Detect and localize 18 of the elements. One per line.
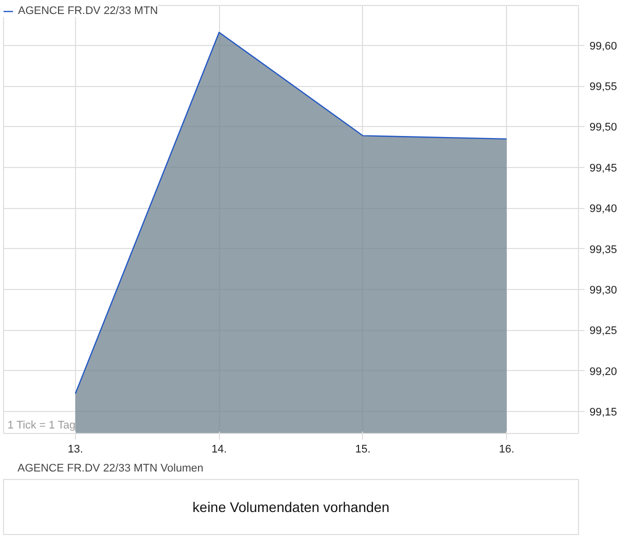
x-tick-label: 16. [498,444,514,456]
x-tick-label: 15. [355,444,371,456]
y-tick-label: 99,35 [590,244,618,256]
text: AGENCE FR.DV 22/33 MTN Volumen [18,462,204,474]
y-tick-label: 99,45 [590,162,618,174]
y-tick-label: 99,25 [590,325,618,338]
y-tick-label: 99,20 [590,366,618,378]
y-tick-label: 99,60 [590,40,618,52]
x-tick-label: 14. [211,444,227,456]
y-tick-label: 99,30 [590,284,618,296]
y-tick-label: 99,40 [590,203,618,216]
y-tick-label: 99,15 [590,406,618,419]
text: keine Volumendaten vorhanden [192,499,390,515]
x-tick-label: 13. [68,444,84,456]
legend-label: AGENCE FR.DV 22/33 MTN [18,5,158,17]
y-tick-label: 99,55 [590,81,618,94]
annotation: 1 Tick = 1 Tag [8,420,76,432]
y-tick-label: 99,50 [590,122,618,134]
